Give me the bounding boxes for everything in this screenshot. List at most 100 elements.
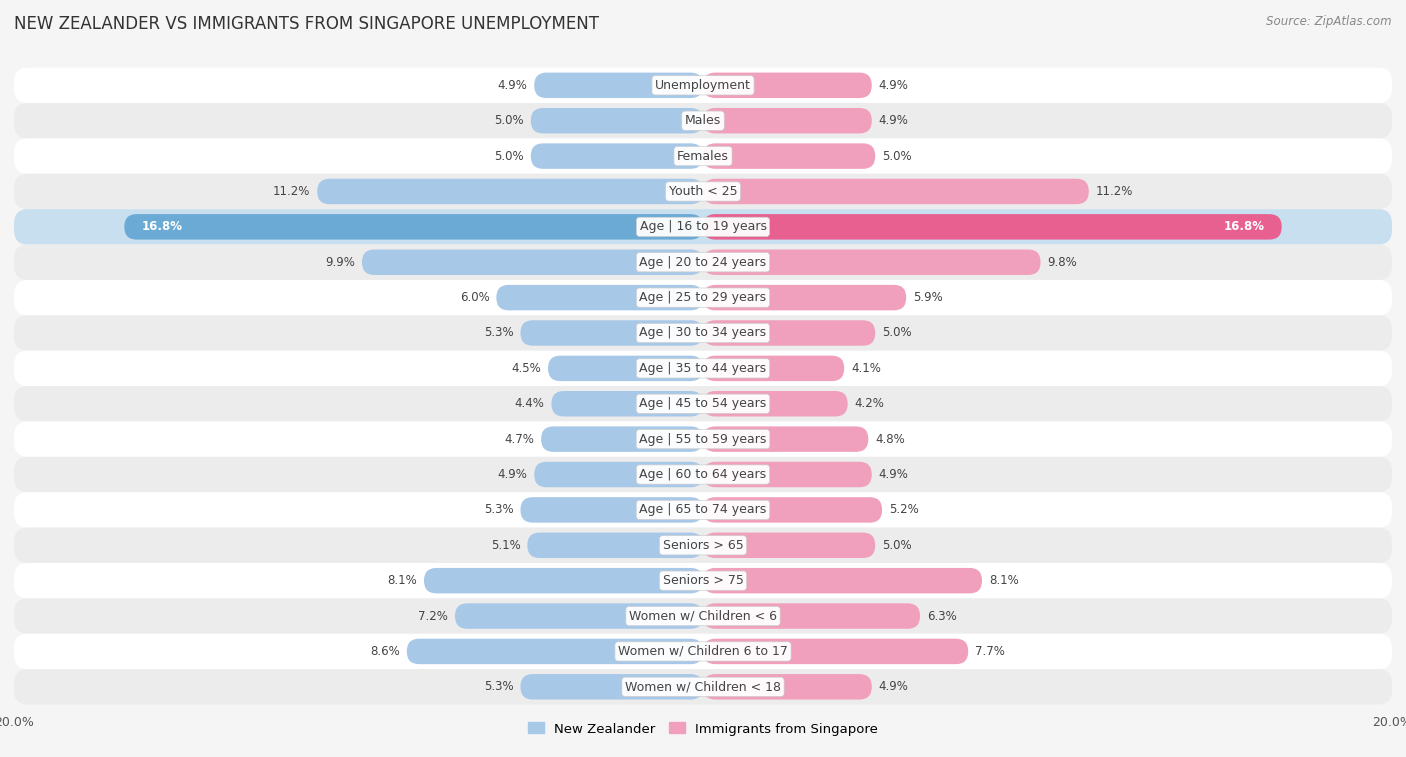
FancyBboxPatch shape <box>703 674 872 699</box>
Text: NEW ZEALANDER VS IMMIGRANTS FROM SINGAPORE UNEMPLOYMENT: NEW ZEALANDER VS IMMIGRANTS FROM SINGAPO… <box>14 15 599 33</box>
FancyBboxPatch shape <box>496 285 703 310</box>
Text: Age | 45 to 54 years: Age | 45 to 54 years <box>640 397 766 410</box>
Text: 6.3%: 6.3% <box>927 609 956 622</box>
FancyBboxPatch shape <box>703 603 920 629</box>
Text: 11.2%: 11.2% <box>1095 185 1133 198</box>
FancyBboxPatch shape <box>14 669 1392 705</box>
FancyBboxPatch shape <box>14 634 1392 669</box>
FancyBboxPatch shape <box>14 492 1392 528</box>
Text: 5.0%: 5.0% <box>495 150 524 163</box>
FancyBboxPatch shape <box>703 285 907 310</box>
Text: 9.9%: 9.9% <box>325 256 356 269</box>
Text: Youth < 25: Youth < 25 <box>669 185 737 198</box>
FancyBboxPatch shape <box>14 174 1392 209</box>
Text: Age | 16 to 19 years: Age | 16 to 19 years <box>640 220 766 233</box>
FancyBboxPatch shape <box>703 179 1088 204</box>
FancyBboxPatch shape <box>703 426 869 452</box>
Text: 6.0%: 6.0% <box>460 291 489 304</box>
FancyBboxPatch shape <box>534 462 703 488</box>
Text: 8.1%: 8.1% <box>988 574 1019 587</box>
FancyBboxPatch shape <box>14 563 1392 598</box>
Text: 4.4%: 4.4% <box>515 397 544 410</box>
Text: 5.0%: 5.0% <box>495 114 524 127</box>
FancyBboxPatch shape <box>703 108 872 133</box>
FancyBboxPatch shape <box>124 214 703 239</box>
Text: 5.2%: 5.2% <box>889 503 918 516</box>
Text: 9.8%: 9.8% <box>1047 256 1077 269</box>
FancyBboxPatch shape <box>703 462 872 488</box>
FancyBboxPatch shape <box>531 108 703 133</box>
Text: 5.9%: 5.9% <box>912 291 943 304</box>
Text: 4.9%: 4.9% <box>879 114 908 127</box>
FancyBboxPatch shape <box>520 674 703 699</box>
FancyBboxPatch shape <box>527 533 703 558</box>
FancyBboxPatch shape <box>425 568 703 593</box>
FancyBboxPatch shape <box>703 250 1040 275</box>
FancyBboxPatch shape <box>541 426 703 452</box>
FancyBboxPatch shape <box>531 143 703 169</box>
Text: Women w/ Children < 6: Women w/ Children < 6 <box>628 609 778 622</box>
Text: Age | 65 to 74 years: Age | 65 to 74 years <box>640 503 766 516</box>
Text: Males: Males <box>685 114 721 127</box>
Text: Source: ZipAtlas.com: Source: ZipAtlas.com <box>1267 15 1392 28</box>
Text: Unemployment: Unemployment <box>655 79 751 92</box>
Text: 5.0%: 5.0% <box>882 326 911 339</box>
FancyBboxPatch shape <box>14 139 1392 174</box>
Text: 4.9%: 4.9% <box>498 79 527 92</box>
FancyBboxPatch shape <box>14 316 1392 350</box>
FancyBboxPatch shape <box>14 598 1392 634</box>
Text: 5.3%: 5.3% <box>484 326 513 339</box>
Text: 11.2%: 11.2% <box>273 185 311 198</box>
FancyBboxPatch shape <box>703 639 969 664</box>
Text: 8.6%: 8.6% <box>370 645 399 658</box>
FancyBboxPatch shape <box>548 356 703 381</box>
FancyBboxPatch shape <box>14 209 1392 245</box>
Text: 4.7%: 4.7% <box>505 433 534 446</box>
Text: 5.3%: 5.3% <box>484 681 513 693</box>
FancyBboxPatch shape <box>551 391 703 416</box>
Text: Age | 30 to 34 years: Age | 30 to 34 years <box>640 326 766 339</box>
Text: Age | 20 to 24 years: Age | 20 to 24 years <box>640 256 766 269</box>
FancyBboxPatch shape <box>361 250 703 275</box>
FancyBboxPatch shape <box>14 456 1392 492</box>
FancyBboxPatch shape <box>318 179 703 204</box>
Text: Women w/ Children < 18: Women w/ Children < 18 <box>626 681 780 693</box>
Text: 16.8%: 16.8% <box>1223 220 1264 233</box>
FancyBboxPatch shape <box>703 568 981 593</box>
FancyBboxPatch shape <box>703 143 875 169</box>
Text: 5.0%: 5.0% <box>882 150 911 163</box>
FancyBboxPatch shape <box>703 214 1282 239</box>
FancyBboxPatch shape <box>534 73 703 98</box>
Text: Women w/ Children 6 to 17: Women w/ Children 6 to 17 <box>619 645 787 658</box>
Legend: New Zealander, Immigrants from Singapore: New Zealander, Immigrants from Singapore <box>523 717 883 741</box>
Text: 5.1%: 5.1% <box>491 539 520 552</box>
Text: 5.0%: 5.0% <box>882 539 911 552</box>
Text: Seniors > 75: Seniors > 75 <box>662 574 744 587</box>
Text: Females: Females <box>678 150 728 163</box>
Text: 4.9%: 4.9% <box>498 468 527 481</box>
FancyBboxPatch shape <box>14 350 1392 386</box>
Text: Age | 25 to 29 years: Age | 25 to 29 years <box>640 291 766 304</box>
FancyBboxPatch shape <box>14 528 1392 563</box>
FancyBboxPatch shape <box>703 320 875 346</box>
FancyBboxPatch shape <box>520 320 703 346</box>
Text: Age | 60 to 64 years: Age | 60 to 64 years <box>640 468 766 481</box>
Text: 4.9%: 4.9% <box>879 468 908 481</box>
Text: 7.7%: 7.7% <box>976 645 1005 658</box>
Text: 4.1%: 4.1% <box>851 362 882 375</box>
FancyBboxPatch shape <box>14 67 1392 103</box>
Text: 8.1%: 8.1% <box>387 574 418 587</box>
FancyBboxPatch shape <box>703 497 882 522</box>
FancyBboxPatch shape <box>456 603 703 629</box>
Text: 4.5%: 4.5% <box>512 362 541 375</box>
FancyBboxPatch shape <box>14 245 1392 280</box>
FancyBboxPatch shape <box>520 497 703 522</box>
Text: 4.9%: 4.9% <box>879 79 908 92</box>
FancyBboxPatch shape <box>14 422 1392 456</box>
FancyBboxPatch shape <box>703 73 872 98</box>
Text: 5.3%: 5.3% <box>484 503 513 516</box>
FancyBboxPatch shape <box>406 639 703 664</box>
FancyBboxPatch shape <box>703 533 875 558</box>
Text: 4.2%: 4.2% <box>855 397 884 410</box>
Text: 16.8%: 16.8% <box>142 220 183 233</box>
